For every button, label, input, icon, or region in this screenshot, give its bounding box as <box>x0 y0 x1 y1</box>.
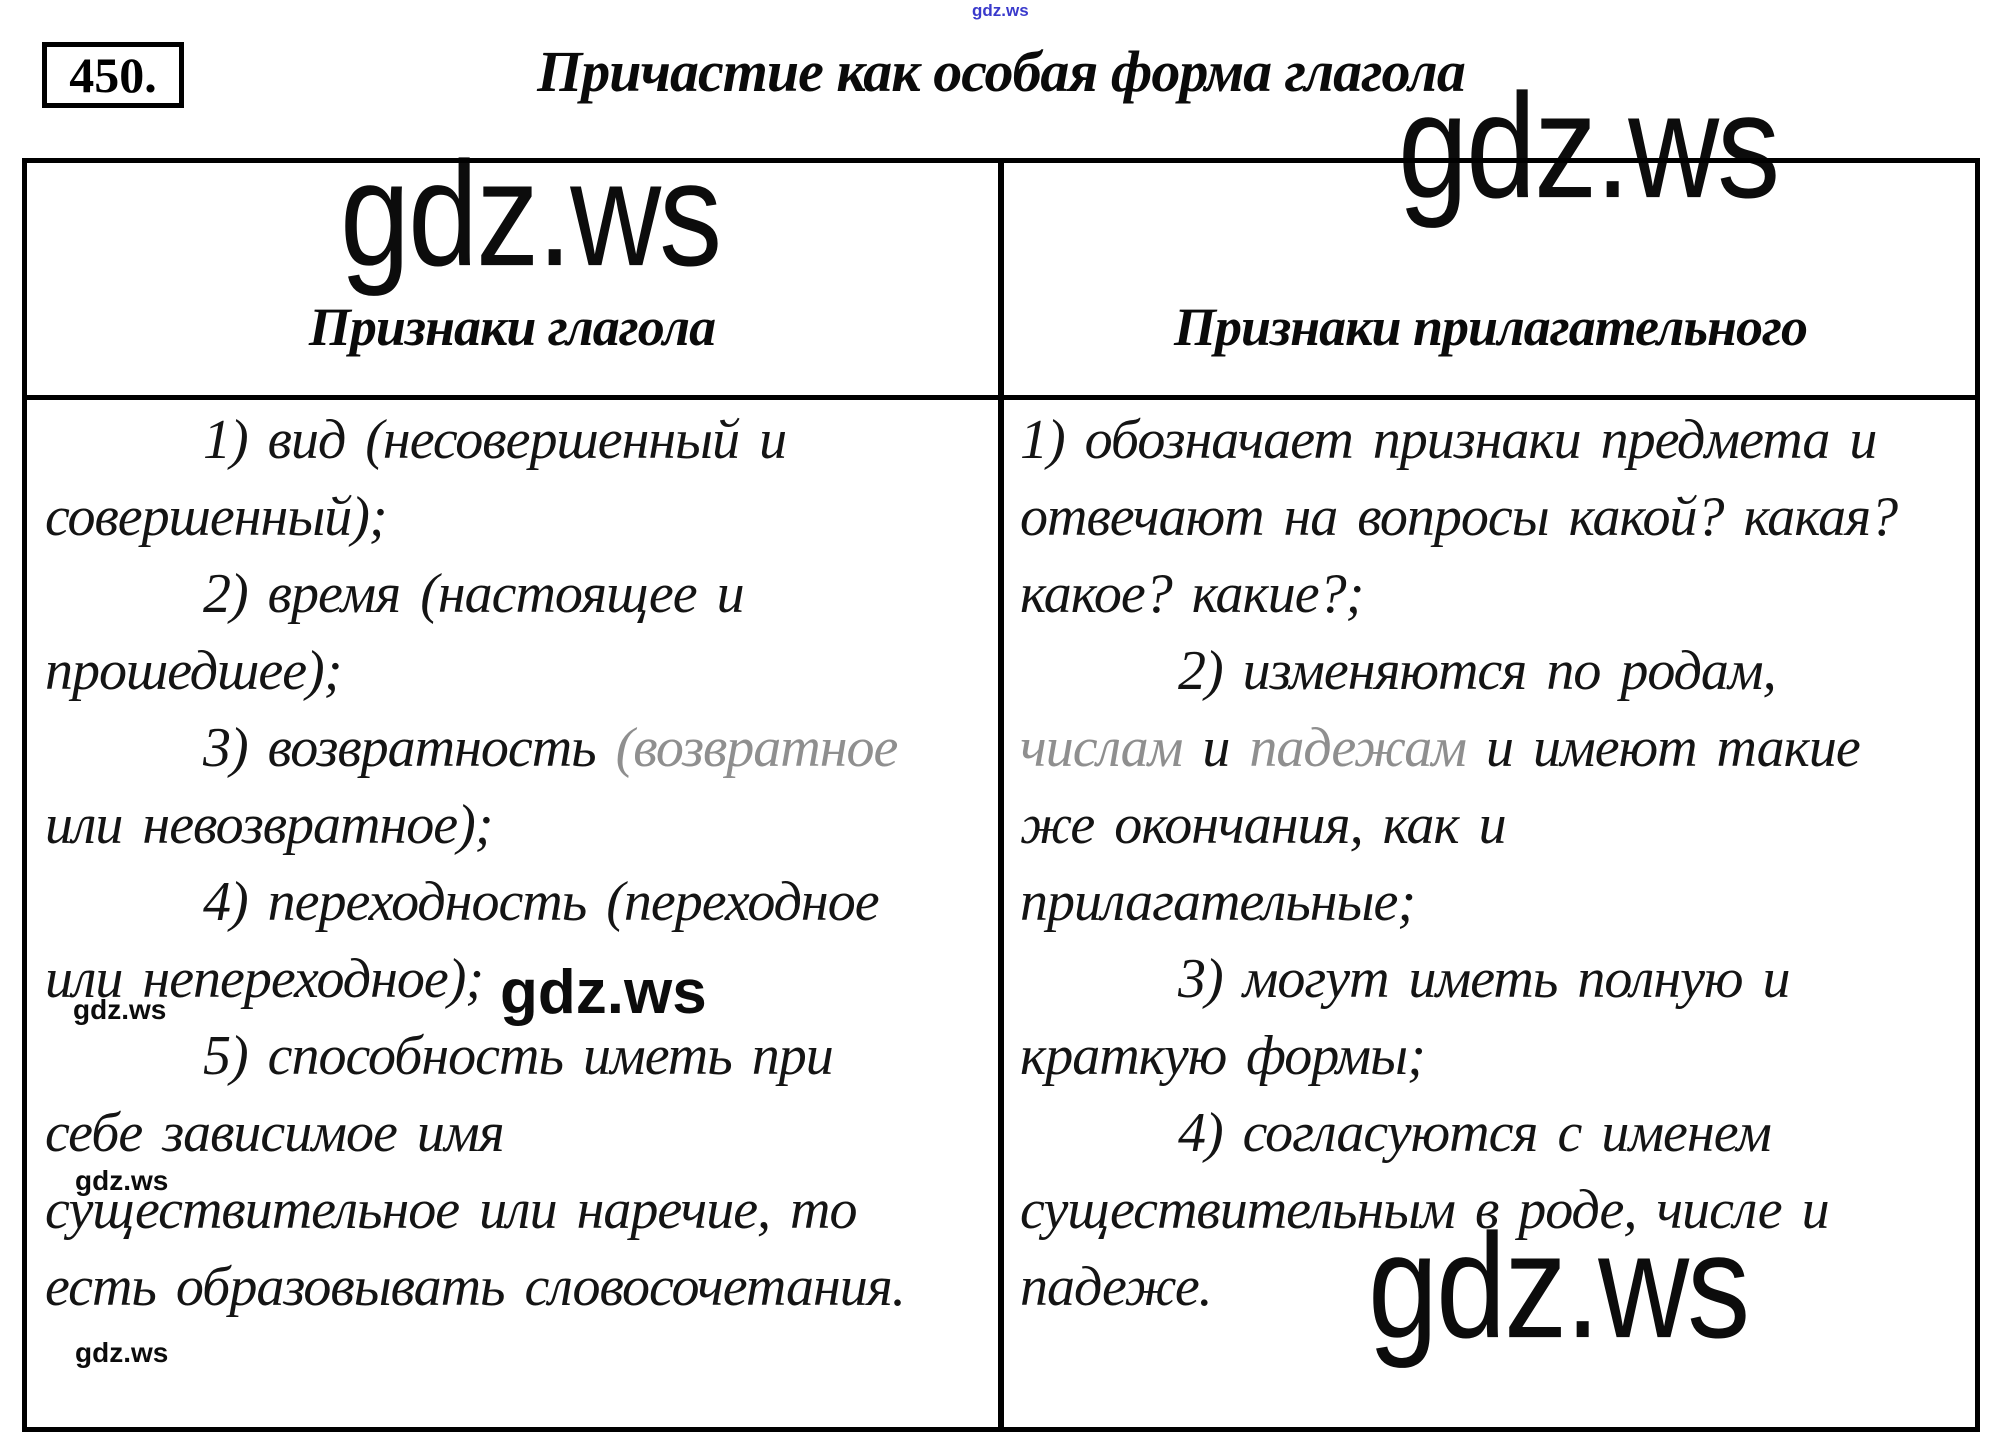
line-text: отвечают на вопросы какой? какая? <box>1020 486 1898 548</box>
table-header-separator <box>22 395 1980 400</box>
table-text-line: 4) переходность (переходное <box>45 864 965 941</box>
exercise-number: 450. <box>69 47 157 103</box>
line-text: себе зависимое имя <box>45 1102 505 1164</box>
right-column-body: 1) обозначает признаки предмета и отвеча… <box>1020 402 1960 1326</box>
line-text: же окончания, как и <box>1020 794 1507 856</box>
line-text: 1) вид (несовершенный и <box>203 409 787 471</box>
table-text-line: 4) согласуются с именем <box>1020 1095 1960 1172</box>
line-text: 4) согласуются с именем <box>1178 1102 1772 1164</box>
line-text: 2) время (настоящее и <box>203 563 745 625</box>
table-text-line: себе зависимое имя <box>45 1095 965 1172</box>
line-text: или непереходное); <box>45 948 484 1010</box>
line-text: или невозвратное); <box>45 794 493 856</box>
table-text-line: совершенный); <box>45 479 965 556</box>
line-text-faded: падежам <box>1249 717 1467 779</box>
table-text-line: 3) могут иметь полную и <box>1020 941 1960 1018</box>
line-text: есть образовывать словосочетания. <box>45 1256 906 1318</box>
table-text-line: падеже. <box>1020 1249 1960 1326</box>
table-text-line: 2) время (настоящее и <box>45 556 965 633</box>
line-text: 1) обозначает признаки предмета и <box>1020 409 1877 471</box>
table-column-divider <box>998 158 1004 1432</box>
line-text: 2) изменяются по родам, <box>1178 640 1777 702</box>
line-text-faded: (возвратное <box>615 717 899 779</box>
line-text: существительным в роде, числе и <box>1020 1179 1830 1241</box>
right-column-header: Признаки прилагательного <box>1174 297 1808 357</box>
left-column-header: Признаки глагола <box>308 297 716 357</box>
line-text: и имеют такие <box>1465 717 1861 779</box>
watermark-gdzws-top-blue: gdz.ws <box>972 1 1029 20</box>
table-text-line: 1) вид (несовершенный и <box>45 402 965 479</box>
table-text-line: числам и падежам и имеют такие <box>1020 710 1960 787</box>
line-text: 4) переходность (переходное <box>203 871 880 933</box>
page-title: Причастие как особая форма глагола <box>537 39 1466 104</box>
left-column-body: 1) вид (несовершенный и совершенный); 2)… <box>45 402 965 1326</box>
table-text-line: или невозвратное); <box>45 787 965 864</box>
table-text-line: отвечают на вопросы какой? какая? <box>1020 479 1960 556</box>
table-text-line: 3) возвратность (возвратное <box>45 710 965 787</box>
exercise-number-box: 450. <box>42 42 184 108</box>
table-text-line: какое? какие?; <box>1020 556 1960 633</box>
line-text: совершенный); <box>45 486 388 548</box>
line-text: 3) могут иметь полную и <box>1178 948 1790 1010</box>
line-text: 3) возвратность <box>203 717 616 779</box>
table-text-line: же окончания, как и <box>1020 787 1960 864</box>
line-text-faded: числам <box>1020 717 1183 779</box>
line-text: 5) способность иметь при <box>203 1025 834 1087</box>
line-text: и <box>1182 717 1250 779</box>
line-text: существительное или наречие, то <box>45 1179 857 1241</box>
table-text-line: есть образовывать словосочетания. <box>45 1249 965 1326</box>
table-text-line: 2) изменяются по родам, <box>1020 633 1960 710</box>
table-text-line: краткую формы; <box>1020 1018 1960 1095</box>
line-text: падеже. <box>1020 1256 1213 1318</box>
table-text-line: 5) способность иметь при <box>45 1018 965 1095</box>
table-text-line: или непереходное); <box>45 941 965 1018</box>
table-text-line: прошедшее); <box>45 633 965 710</box>
line-text: какое? какие?; <box>1020 563 1364 625</box>
table-text-line: существительным в роде, числе и <box>1020 1172 1960 1249</box>
table-text-line: существительное или наречие, то <box>45 1172 965 1249</box>
line-text: краткую формы; <box>1020 1025 1426 1087</box>
table-text-line: прилагательные; <box>1020 864 1960 941</box>
table-text-line: 1) обозначает признаки предмета и <box>1020 402 1960 479</box>
line-text: прилагательные; <box>1020 871 1416 933</box>
line-text: прошедшее); <box>45 640 342 702</box>
